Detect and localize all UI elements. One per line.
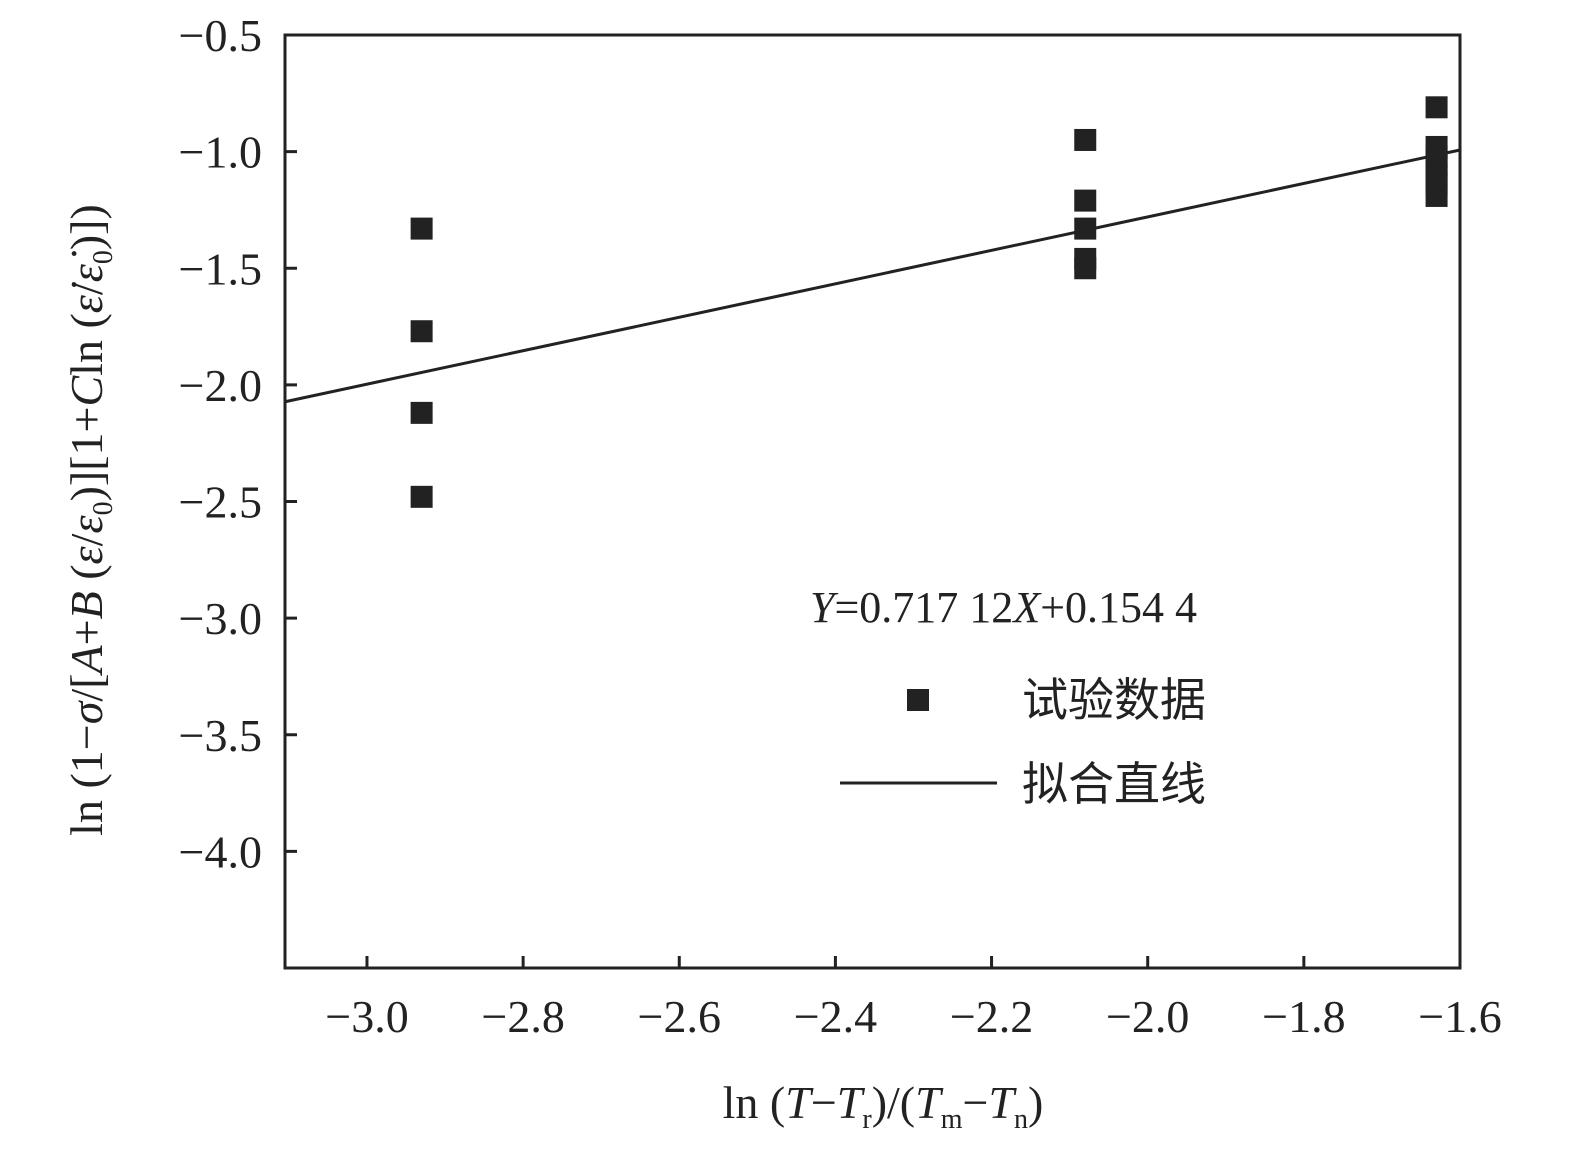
fit-equation: Y=0.717 12X+0.154 4: [810, 583, 1197, 632]
y-tick-label: −1.0: [179, 127, 262, 178]
y-tick-label: −3.5: [179, 710, 262, 761]
y-tick-label: −2.0: [179, 360, 262, 411]
data-point: [410, 401, 433, 424]
y-tick-label: −1.5: [179, 243, 262, 294]
fit-line: [284, 148, 1461, 404]
data-point: [1425, 96, 1448, 119]
data-point: [1074, 257, 1097, 280]
y-tick-label: −4.0: [179, 826, 262, 877]
fit-line-layer: [284, 148, 1461, 404]
x-tick-label: −1.8: [1262, 991, 1345, 1042]
data-point: [410, 320, 433, 343]
y-tick-label: −3.0: [179, 593, 262, 644]
legend: 试验数据 拟合直线: [840, 673, 1206, 811]
legend-marker-square: [907, 689, 929, 711]
legend-label-fit: 拟合直线: [1022, 757, 1206, 811]
y-tick-label: −0.5: [179, 10, 262, 61]
data-point: [1074, 189, 1097, 212]
data-points: [410, 96, 1448, 508]
y-tick-label: −2.5: [179, 477, 262, 528]
x-tick-label: −2.4: [794, 991, 877, 1042]
axis-ticks: −3.0 −2.8 −2.6 −2.4 −2.2 −2.0 −1.8 −1.6 −0.5 −1.0…: [179, 10, 1502, 1042]
plot-frame: [283, 33, 1462, 970]
x-tick-label: −2.0: [1106, 991, 1189, 1042]
x-tick-label: −2.6: [638, 991, 721, 1042]
data-point: [410, 217, 433, 240]
data-point: [1074, 128, 1097, 151]
x-axis-title: ln (T−Tr)/(Tm−Tn): [723, 1077, 1044, 1135]
legend-label-data: 试验数据: [1022, 673, 1206, 727]
x-tick-label: −3.0: [325, 991, 408, 1042]
y-axis-title: ln (1−σ/[A+B (ε/ε0)][1+Cln (ε̇/ε̇0)]): [61, 204, 119, 836]
data-point: [1425, 184, 1448, 207]
x-tick-label: −2.2: [950, 991, 1033, 1042]
x-tick-label: −2.8: [481, 991, 564, 1042]
x-tick-label: −1.6: [1418, 991, 1501, 1042]
data-point: [1074, 217, 1097, 240]
data-point: [410, 485, 433, 508]
